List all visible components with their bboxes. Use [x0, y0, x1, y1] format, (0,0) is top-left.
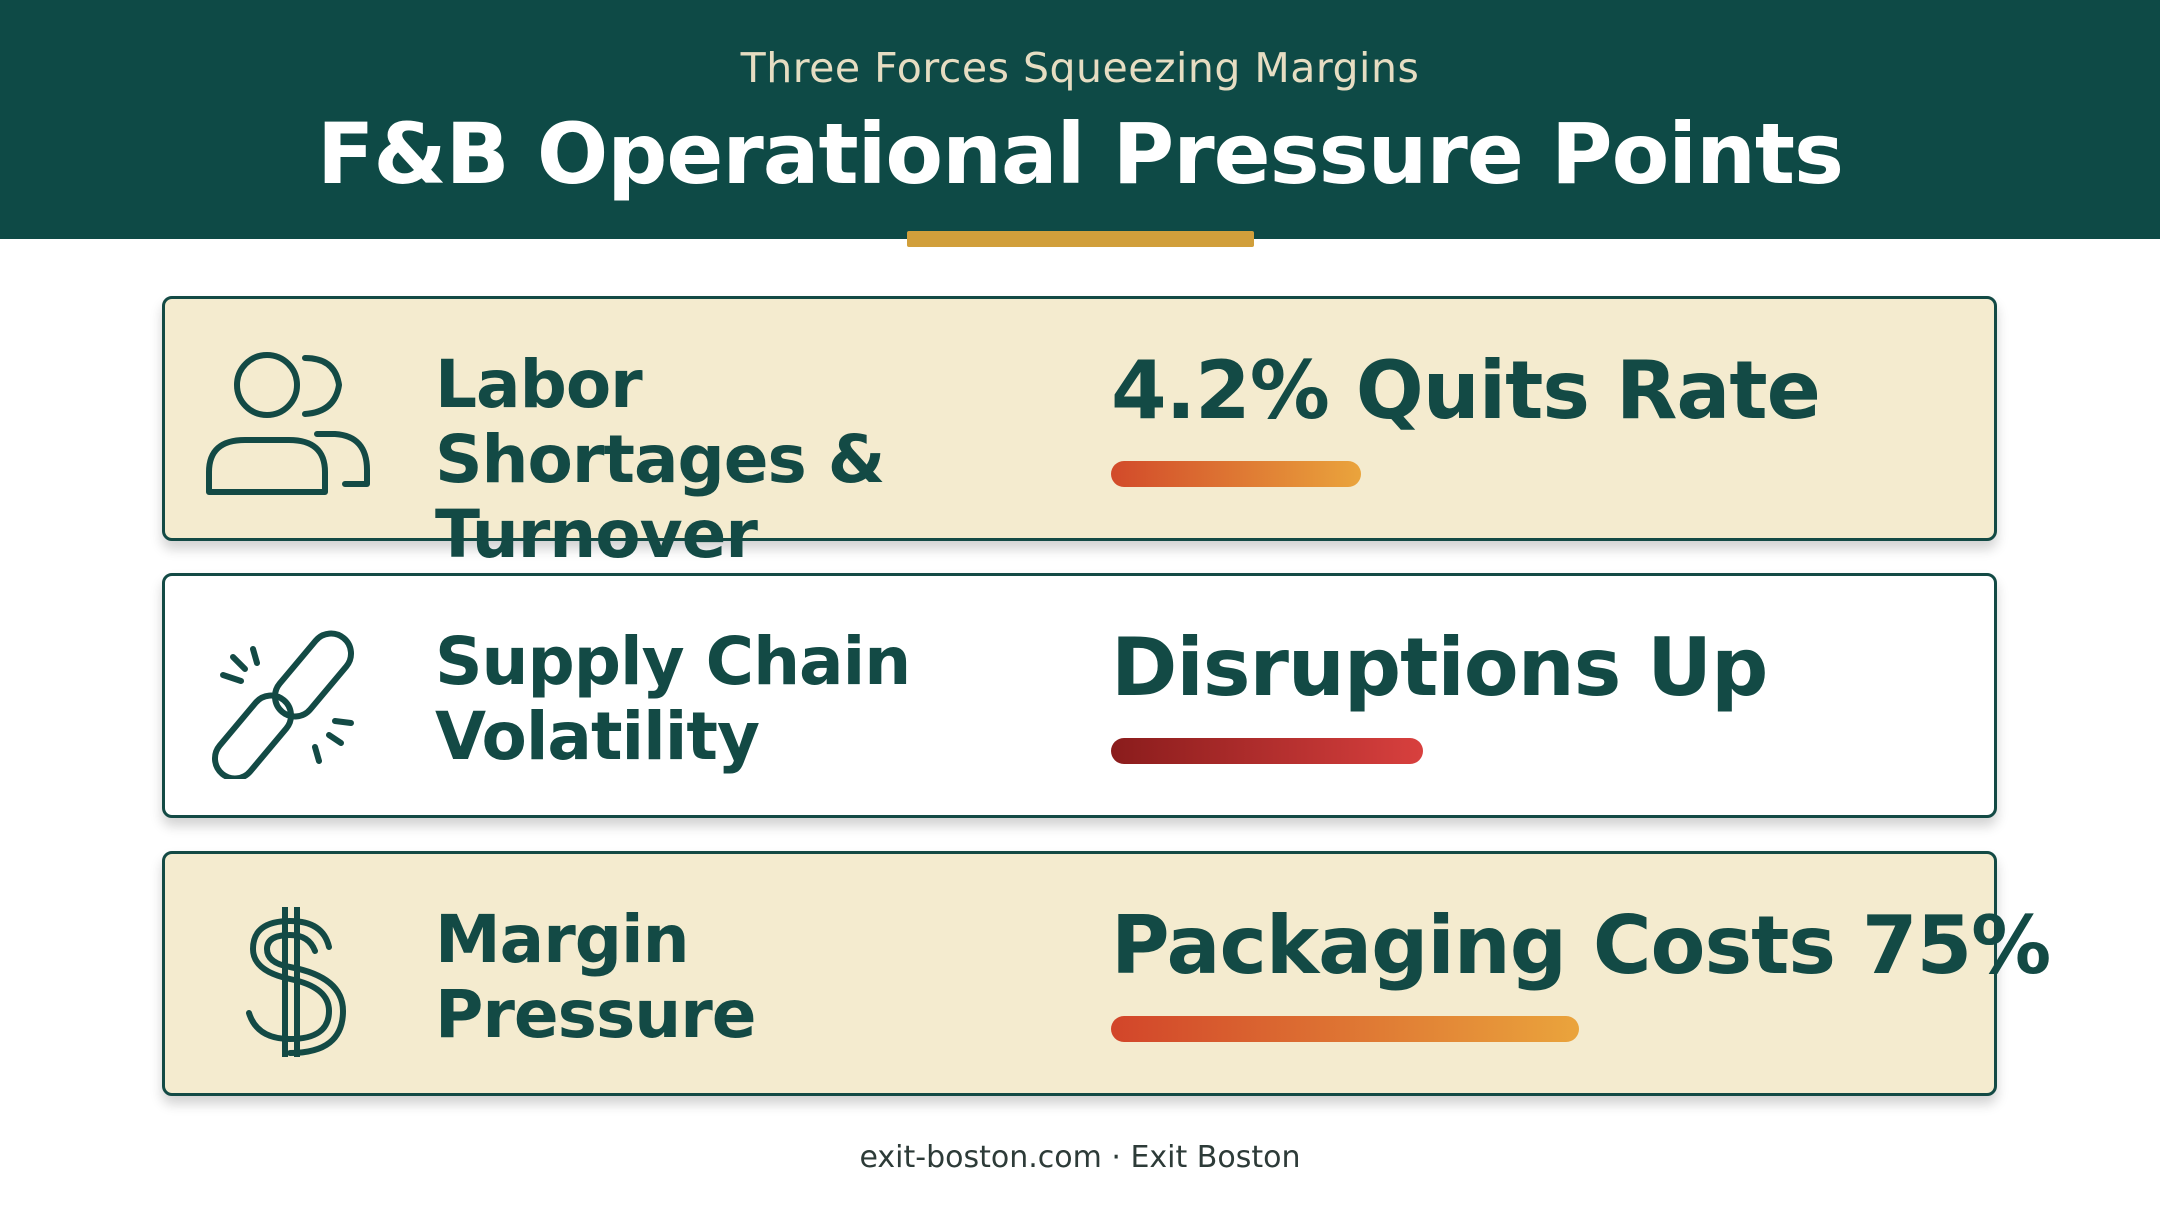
card-metric: 4.2% Quits Rate	[1111, 344, 1821, 437]
card-label: Margin Pressure	[435, 901, 757, 1053]
people-icon	[205, 352, 375, 502]
metric-bar	[1111, 1016, 1579, 1042]
card-metric: Disruptions Up	[1111, 621, 1768, 714]
card-supply-chain: Supply Chain Volatility Disruptions Up	[162, 573, 1997, 818]
dollar-icon	[205, 900, 375, 1068]
card-labor: Labor Shortages & Turnover 4.2% Quits Ra…	[162, 296, 1997, 572]
metric-bar	[1111, 461, 1361, 487]
title-accent-line	[907, 231, 1254, 247]
card-margin: Margin Pressure Packaging Costs 75%	[162, 851, 2051, 1096]
broken-chain-icon	[205, 629, 375, 782]
page-title: F&B Operational Pressure Points	[316, 105, 1844, 203]
card-label: Supply Chain Volatility	[435, 623, 911, 775]
page-subtitle: Three Forces Squeezing Margins	[740, 44, 1420, 92]
card-label: Labor Shortages & Turnover	[435, 346, 885, 573]
metric-bar	[1111, 738, 1423, 764]
header-banner: Three Forces Squeezing Margins F&B Opera…	[0, 0, 2160, 239]
card-metric: Packaging Costs 75%	[1111, 899, 2051, 992]
footer-credit: exit-boston.com · Exit Boston	[859, 1140, 1301, 1175]
